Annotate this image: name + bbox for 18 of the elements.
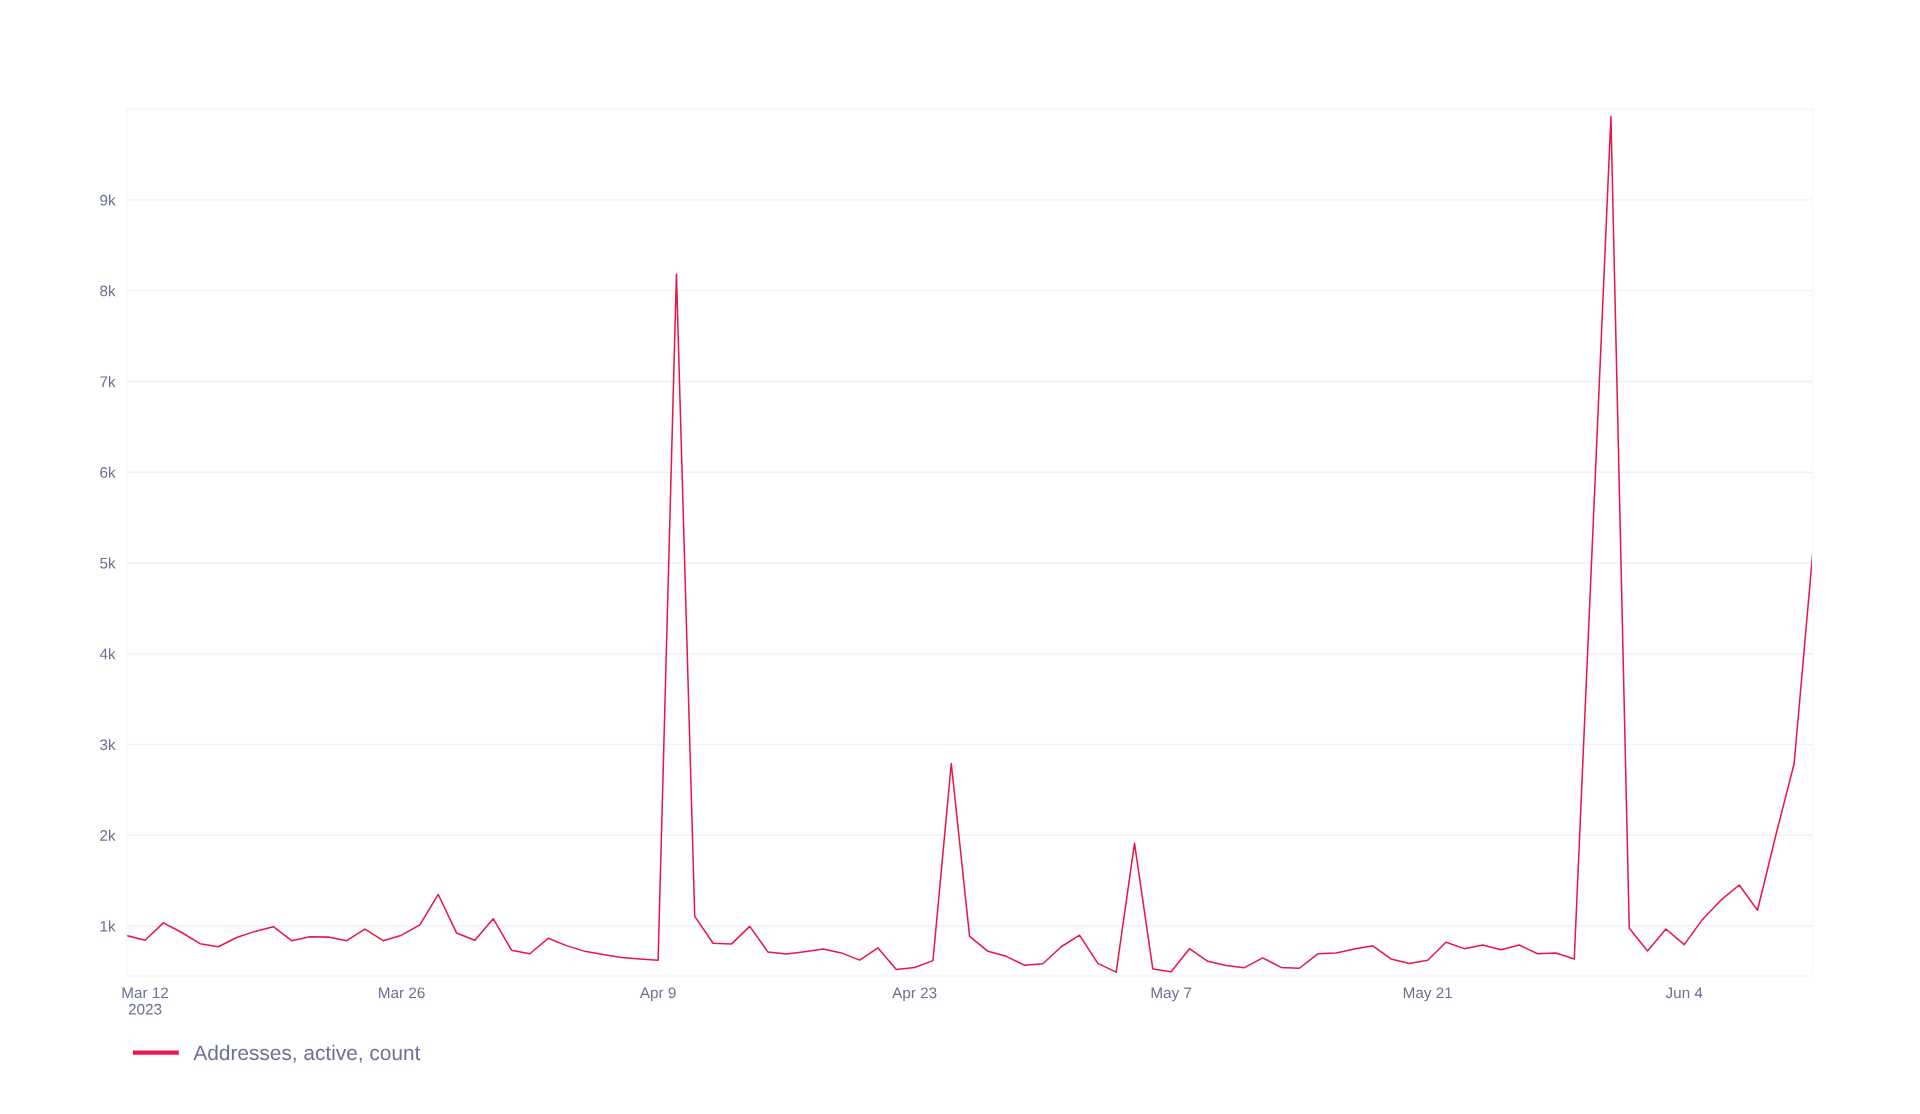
y-tick-label: 5k	[100, 557, 116, 569]
legend-label: Addresses, active, count	[193, 1044, 421, 1063]
y-tick-label: 7k	[100, 375, 116, 387]
x-tick-label: Jun 4	[1665, 987, 1703, 999]
y-tick-label: 8k	[100, 285, 116, 297]
y-tick-label: 2k	[100, 829, 116, 841]
y-tick-label: 6k	[100, 466, 116, 478]
y-tick-label: 3k	[100, 738, 116, 751]
y-tick-label: 1k	[100, 920, 116, 932]
x-tick-label: May 21	[1403, 987, 1452, 1002]
x-tick-label: Mar 26	[379, 987, 425, 999]
x-tick-label: May 7	[1151, 987, 1192, 1002]
x-tick-label: Apr 23	[892, 987, 937, 1002]
line-series	[126, 115, 1813, 973]
y-tick-label: 9k	[100, 194, 116, 206]
x-tick-label: Mar 12 2023	[122, 987, 169, 1015]
x-tick-label: Apr 9	[639, 987, 676, 1002]
y-tick-label: 4k	[99, 648, 116, 660]
